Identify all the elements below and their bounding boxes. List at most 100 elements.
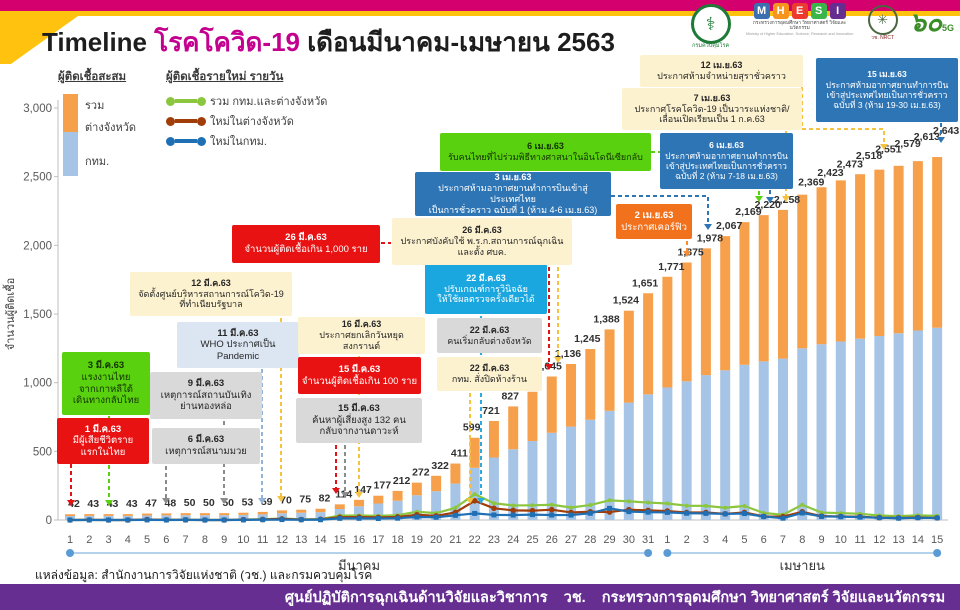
svg-text:272: 272 bbox=[412, 467, 430, 479]
svg-text:2,579: 2,579 bbox=[894, 138, 920, 150]
ddc-logo: ⚕ กรมควบคุมโรค bbox=[685, 3, 737, 50]
svg-text:30: 30 bbox=[623, 534, 635, 546]
svg-text:2,500: 2,500 bbox=[23, 172, 52, 184]
svg-text:1,245: 1,245 bbox=[574, 333, 600, 345]
legend-line-bkk-label: ใหม่ในกทม. bbox=[210, 136, 267, 148]
svg-text:48: 48 bbox=[165, 497, 177, 509]
mhesi-tile-i: I bbox=[829, 3, 846, 19]
svg-text:50: 50 bbox=[222, 497, 234, 509]
nrct-logo: ✳ วช. NRCT bbox=[863, 3, 903, 41]
mhesi-english-name: Ministry of Higher Education, Science, R… bbox=[745, 31, 854, 36]
svg-text:23: 23 bbox=[488, 534, 500, 546]
sixty-5g-label: 5G bbox=[941, 23, 954, 33]
svg-text:มีนาคม: มีนาคม bbox=[338, 558, 380, 573]
svg-text:6: 6 bbox=[761, 534, 767, 546]
svg-text:2: 2 bbox=[86, 534, 92, 546]
annotation-6-apr-indonesia-returnees: 6 เม.ย.63 รับคนไทยที่ไปร่วมพิธีทางศาสนาใ… bbox=[440, 133, 651, 171]
svg-text:1,651: 1,651 bbox=[632, 277, 658, 289]
mhesi-letter-tiles: M H E S I bbox=[744, 3, 856, 19]
annotation-9-mar-thonglor-venues: 9 มี.ค.63 เหตุการณ์สถานบันเทิง ย่านทองหล… bbox=[150, 372, 262, 419]
svg-text:14: 14 bbox=[912, 534, 924, 546]
svg-text:15: 15 bbox=[334, 534, 346, 546]
page-title: Timeline โรคโควิด-19 เดือนมีนาคม-เมษายน … bbox=[42, 22, 615, 63]
logo-strip: ⚕ กรมควบคุมโรค M H E S I กระทรวงการอุดมศ… bbox=[685, 3, 954, 50]
svg-text:16: 16 bbox=[353, 534, 365, 546]
source-note: แหล่งข้อมูล: สำนักงานการวิจัยแห่งชาติ (ว… bbox=[35, 568, 373, 582]
svg-text:31: 31 bbox=[642, 534, 654, 546]
svg-text:1,388: 1,388 bbox=[593, 313, 619, 325]
svg-text:1,978: 1,978 bbox=[697, 232, 723, 244]
title-en: Timeline bbox=[42, 27, 148, 57]
annotation-15-mar-over-100-cases: 15 มี.ค.63 จำนวนผู้ติดเชื้อเกิน 100 ราย bbox=[298, 357, 421, 394]
svg-text:1,000: 1,000 bbox=[23, 378, 52, 390]
svg-text:18: 18 bbox=[391, 534, 403, 546]
annotation-6-apr-flight-ban-2: 6 เม.ย.63 ประกาศห้ามอากาศยานทำการบิน เข้… bbox=[660, 133, 793, 189]
mhesi-tile-m: M bbox=[753, 3, 770, 19]
svg-text:70: 70 bbox=[280, 494, 292, 506]
svg-text:3,000: 3,000 bbox=[23, 103, 52, 115]
svg-text:13: 13 bbox=[892, 534, 904, 546]
svg-text:1,524: 1,524 bbox=[613, 295, 639, 307]
svg-text:20: 20 bbox=[430, 534, 442, 546]
mhesi-tile-h: H bbox=[772, 3, 789, 19]
legend-label-bkk: กทม. bbox=[85, 156, 110, 168]
svg-text:12: 12 bbox=[873, 534, 885, 546]
svg-text:8: 8 bbox=[202, 534, 208, 546]
svg-text:53: 53 bbox=[242, 497, 254, 509]
svg-text:9: 9 bbox=[818, 534, 824, 546]
svg-text:17: 17 bbox=[372, 534, 384, 546]
svg-text:22: 22 bbox=[469, 534, 481, 546]
mhesi-logo: M H E S I กระทรวงการอุดมศึกษา วิทยาศาสตร… bbox=[744, 3, 856, 36]
green-line-swatch-icon bbox=[166, 96, 206, 106]
svg-text:2,369: 2,369 bbox=[798, 177, 824, 189]
svg-text:82: 82 bbox=[319, 493, 331, 505]
svg-text:3: 3 bbox=[703, 534, 709, 546]
svg-text:59: 59 bbox=[261, 496, 273, 508]
annotation-11-mar-who-pandemic: 11 มี.ค.63 WHO ประกาศเป็น Pandemic bbox=[177, 322, 299, 368]
nrct-label: วช. NRCT bbox=[871, 35, 895, 41]
annotation-6-mar-boxing-stadium: 6 มี.ค.63 เหตุการณ์สนามมวย bbox=[152, 428, 260, 464]
legend-lines-title: ผู้ติดเชื้อรายใหม่ รายวัน bbox=[166, 71, 284, 83]
svg-text:6: 6 bbox=[163, 534, 169, 546]
svg-text:10: 10 bbox=[237, 534, 249, 546]
annotation-3-apr-flight-ban-1: 3 เม.ย.63 ประกาศห้ามอากาศยานทำการบินเข้า… bbox=[415, 172, 611, 216]
svg-text:75: 75 bbox=[299, 494, 311, 506]
annotation-1-mar-first-death: 1 มี.ค.63 มีผู้เสียชีวิตราย แรกในไทย bbox=[57, 418, 149, 464]
svg-text:4: 4 bbox=[125, 534, 131, 546]
svg-text:29: 29 bbox=[603, 534, 615, 546]
legend-line-total-label: รวม กทม.และต่างจังหวัด bbox=[210, 96, 328, 108]
legend-bars-title: ผู้ติดเชื้อสะสม bbox=[58, 71, 127, 83]
svg-text:721: 721 bbox=[482, 405, 500, 417]
svg-text:47: 47 bbox=[145, 498, 157, 510]
svg-text:9: 9 bbox=[221, 534, 227, 546]
legend-line-bkk: ใหม่ในกทม. bbox=[166, 132, 267, 150]
svg-text:28: 28 bbox=[584, 534, 596, 546]
svg-text:2,000: 2,000 bbox=[23, 240, 52, 252]
legend-bar-swatch bbox=[63, 94, 78, 176]
svg-text:212: 212 bbox=[393, 475, 411, 487]
svg-text:19: 19 bbox=[411, 534, 423, 546]
svg-text:50: 50 bbox=[203, 497, 215, 509]
annotation-3-mar-workers-return: 3 มี.ค.63 แรงงานไทย จากเกาหลีใต้ เดินทาง… bbox=[62, 352, 150, 415]
footer-bar: ศูนย์ปฏิบัติการฉุกเฉินด้านวิจัยและวิชากา… bbox=[0, 584, 960, 610]
svg-text:2,518: 2,518 bbox=[856, 150, 882, 162]
svg-text:10: 10 bbox=[835, 534, 847, 546]
annotation-15-mar-high-risk-132: 15 มี.ค.63 ค้นหาผู้เสี่ยงสูง 132 คน กลับ… bbox=[296, 398, 422, 443]
svg-text:50: 50 bbox=[184, 497, 196, 509]
annotation-26-mar-emergency-decree: 26 มี.ค.63 ประกาศบังคับใช้ พ.ร.ก.สถานการ… bbox=[392, 218, 572, 265]
annotation-7-apr-national-agenda: 7 เม.ย.63 ประกาศโรคโควิด-19 เป็นวาระแห่ง… bbox=[622, 88, 802, 130]
svg-text:11: 11 bbox=[257, 534, 268, 546]
svg-text:21: 21 bbox=[449, 534, 461, 546]
sixty-anniversary-logo: ๖๐5G bbox=[910, 9, 954, 35]
svg-text:2,643: 2,643 bbox=[933, 125, 959, 137]
nrct-emblem-icon: ✳ bbox=[867, 5, 898, 35]
ddc-emblem-icon: ⚕ bbox=[690, 4, 731, 44]
svg-text:24: 24 bbox=[507, 534, 519, 546]
svg-text:1,500: 1,500 bbox=[23, 309, 52, 321]
svg-text:15: 15 bbox=[931, 534, 943, 546]
top-magenta-bar bbox=[0, 0, 960, 11]
svg-text:43: 43 bbox=[87, 498, 99, 510]
svg-text:3: 3 bbox=[105, 534, 111, 546]
svg-text:2,067: 2,067 bbox=[716, 220, 742, 232]
